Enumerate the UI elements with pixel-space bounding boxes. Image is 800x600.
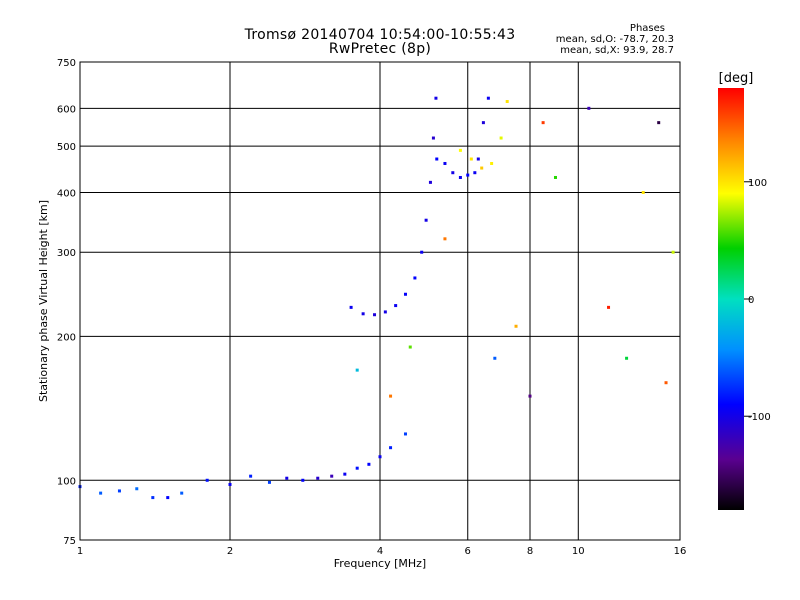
echo-point: [349, 305, 353, 309]
x-tick-label: 6: [465, 546, 471, 557]
phase-stats-x: mean, sd,X: 93.9, 28.7: [560, 45, 674, 56]
x-tick-label: 10: [572, 546, 585, 557]
echo-point: [99, 491, 103, 495]
echo-point: [355, 368, 359, 372]
echo-point: [135, 487, 139, 491]
echo-point: [469, 157, 473, 161]
data-points: [78, 96, 675, 500]
echo-point: [458, 148, 462, 152]
phase-stats-heading: Phases: [629, 23, 665, 34]
echo-point: [117, 489, 121, 493]
colorbar-ticks: 100 0 -100: [744, 178, 771, 423]
x-tick-label: 1: [77, 546, 83, 557]
echo-point: [424, 218, 428, 222]
echo-point: [443, 237, 447, 241]
echo-point: [267, 480, 271, 484]
echo-point: [476, 157, 480, 161]
echo-point: [205, 478, 209, 482]
y-tick-label: 750: [57, 58, 76, 69]
echo-point: [641, 190, 645, 194]
colorbar-tick-label: -100: [748, 412, 771, 423]
echo-point: [343, 472, 347, 476]
grid: [80, 62, 680, 540]
y-tick-label: 500: [57, 142, 76, 153]
y-axis-label: Stationary phase Virtual Height [km]: [37, 200, 50, 402]
echo-point: [528, 394, 532, 398]
echo-point: [486, 96, 490, 100]
echo-point: [180, 491, 184, 495]
echo-point: [587, 106, 591, 110]
x-tick-label: 16: [674, 546, 687, 557]
colorbar-label: [deg]: [719, 71, 754, 86]
echo-point: [373, 313, 377, 317]
echo-point: [499, 136, 503, 140]
echo-point: [466, 173, 470, 177]
echo-point: [481, 121, 485, 125]
y-tick-label: 200: [57, 332, 76, 343]
chart-title: Tromsø 20140704 10:54:00-10:55:43: [244, 27, 516, 43]
echo-point: [413, 276, 417, 280]
echo-point: [657, 121, 661, 125]
echo-point: [394, 304, 398, 308]
echo-point: [378, 455, 382, 459]
x-tick-label: 2: [227, 546, 233, 557]
echo-point: [443, 161, 447, 165]
echo-point: [403, 292, 407, 296]
echo-point: [383, 310, 387, 314]
echo-point: [389, 446, 393, 450]
echo-point: [553, 175, 557, 179]
echo-point: [408, 345, 412, 349]
y-tick-label: 100: [57, 476, 76, 487]
echo-point: [434, 96, 438, 100]
y-tick-label: 75: [63, 536, 76, 547]
echo-point: [671, 250, 675, 254]
x-tick-label: 4: [377, 546, 383, 557]
echo-point: [514, 324, 518, 328]
echo-point: [403, 432, 407, 436]
echo-point: [151, 496, 155, 500]
y-tick-label: 400: [57, 188, 76, 199]
echo-point: [493, 356, 497, 360]
echo-point: [451, 171, 455, 175]
echo-point: [166, 496, 170, 500]
echo-point: [330, 474, 334, 478]
y-tick-label: 600: [57, 104, 76, 115]
chart-subtitle: RwPretec (8p): [328, 41, 432, 57]
echo-point: [389, 394, 393, 398]
echo-point: [490, 161, 494, 165]
echo-point: [428, 180, 432, 184]
y-tick-label: 300: [57, 248, 76, 259]
echo-point: [420, 250, 424, 254]
plot-frame: [79, 61, 681, 541]
echo-point: [625, 356, 629, 360]
echo-point: [473, 171, 477, 175]
echo-point: [367, 462, 371, 466]
echo-point: [541, 121, 545, 125]
echo-point: [249, 474, 253, 478]
echo-point: [361, 312, 365, 316]
tick-labels: 1 2 4 6 8 10 16 75 100 200 300 400 500 600 750: [57, 58, 686, 557]
phase-stats-o: mean, sd,O: -78.7, 20.3: [555, 34, 674, 45]
x-tick-label: 8: [527, 546, 533, 557]
echo-point: [431, 136, 435, 140]
echo-point: [458, 175, 462, 179]
echo-point: [480, 166, 484, 170]
x-axis-label: Frequency [MHz]: [334, 557, 426, 570]
echo-point: [285, 476, 289, 480]
echo-point: [435, 157, 439, 161]
echo-point: [355, 466, 359, 470]
echo-point: [664, 381, 668, 385]
echo-point: [316, 476, 320, 480]
echo-point: [505, 100, 509, 104]
colorbar: [718, 88, 744, 510]
colorbar-tick-label: 100: [748, 178, 767, 189]
echo-point: [301, 478, 305, 482]
echo-point: [228, 482, 232, 486]
echo-point: [607, 305, 611, 309]
colorbar-tick-label: 0: [748, 295, 754, 306]
